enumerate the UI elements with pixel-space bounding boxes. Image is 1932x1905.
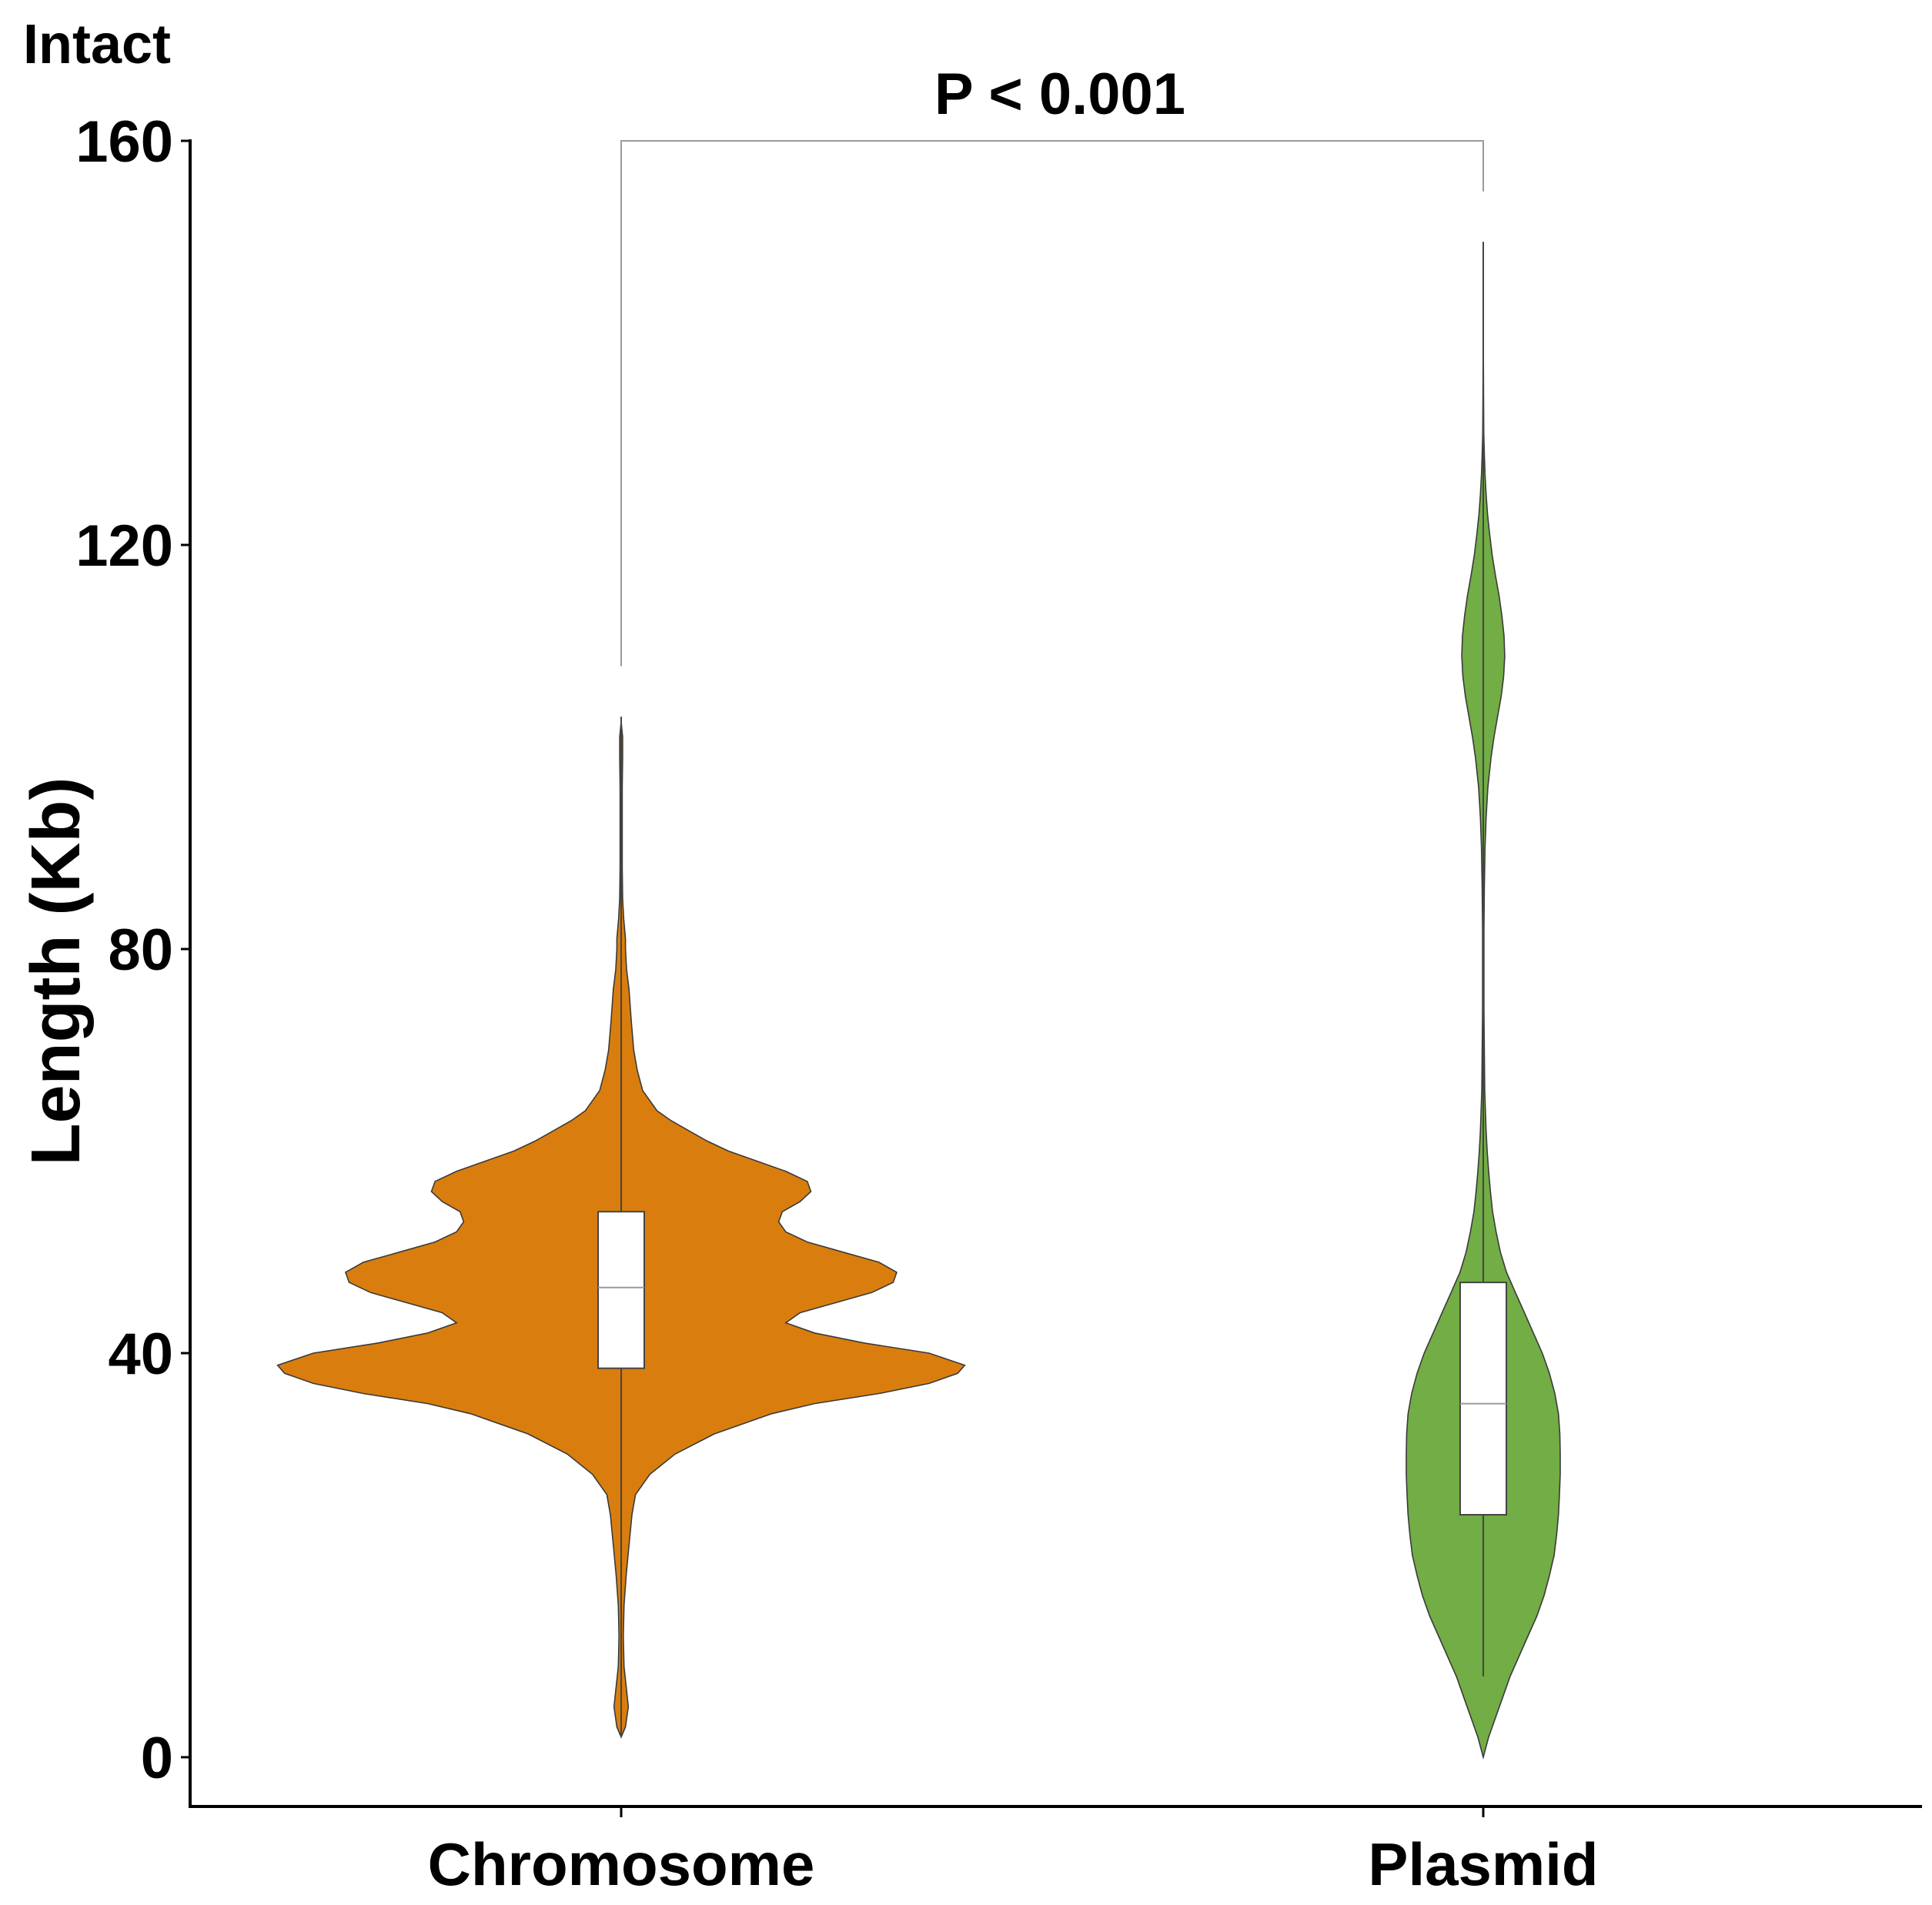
violins-layer	[276, 242, 1561, 1760]
y-axis-title: Length (Kb)	[18, 777, 95, 1166]
boxplots-layer	[597, 242, 1507, 1737]
axes-layer: 0 40 80 120 160 Chromosome Plasmid	[75, 109, 1922, 1898]
significance-label: P < 0.001	[934, 62, 1185, 127]
significance-bracket: P < 0.001	[620, 62, 1484, 667]
y-tick-label: 120	[75, 513, 173, 579]
y-tick-label: 80	[108, 917, 173, 983]
x-tick-label-plasmid: Plasmid	[1368, 1830, 1598, 1898]
y-tick-label: 160	[75, 109, 173, 175]
y-tick-label: 0	[141, 1726, 173, 1791]
x-tick-label-chromosome: Chromosome	[428, 1830, 815, 1898]
panel-label: Intact	[23, 14, 171, 75]
y-tick-label: 40	[108, 1322, 173, 1387]
box-chromosome	[597, 1211, 645, 1369]
box-plasmid	[1459, 1282, 1507, 1516]
significance-line	[620, 140, 1484, 667]
